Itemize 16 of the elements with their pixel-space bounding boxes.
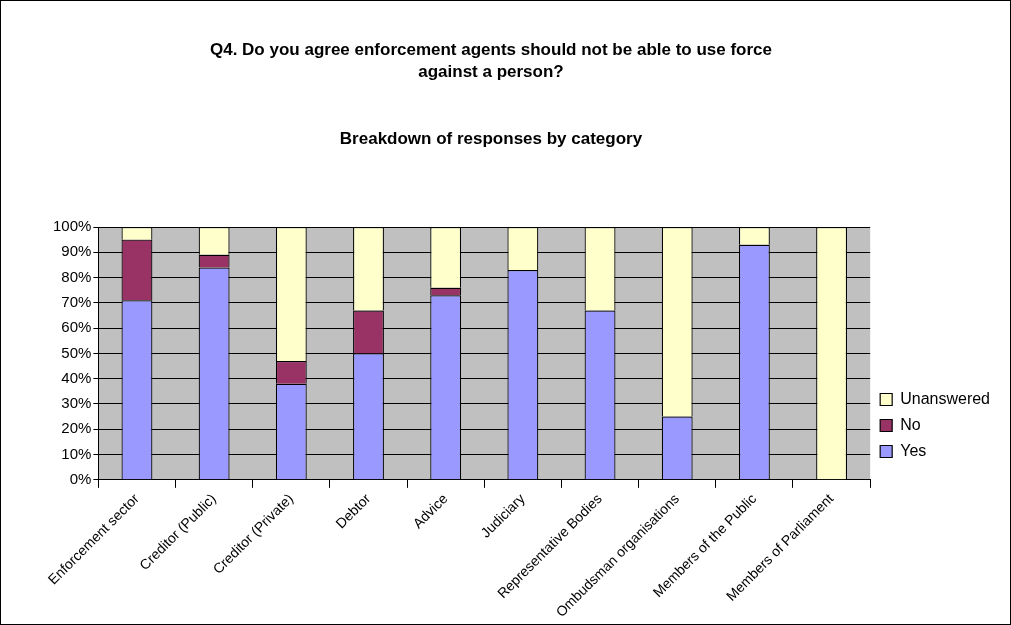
chart-title: Q4. Do you agree enforcement agents should not be able to use force against a person? [208,39,774,83]
y-tick-label: 10% [61,444,92,462]
y-tick-label: 90% [61,242,92,260]
y-tick-label: 30% [61,394,92,412]
y-tick-label: 100% [52,217,92,235]
y-tick-label: 50% [61,343,92,361]
y-tick-label: 60% [61,318,92,336]
legend-label: Yes [900,441,927,459]
y-tick-label: 0% [69,469,92,487]
legend-label: No [900,415,921,433]
legend-label: Unanswered [900,389,990,407]
y-tick-label: 40% [61,368,92,386]
y-tick-label: 20% [61,419,92,437]
y-tick-label: 70% [61,292,92,310]
chart-subtitle: Breakdown of responses by category [338,129,644,149]
y-tick-label: 80% [61,267,92,285]
